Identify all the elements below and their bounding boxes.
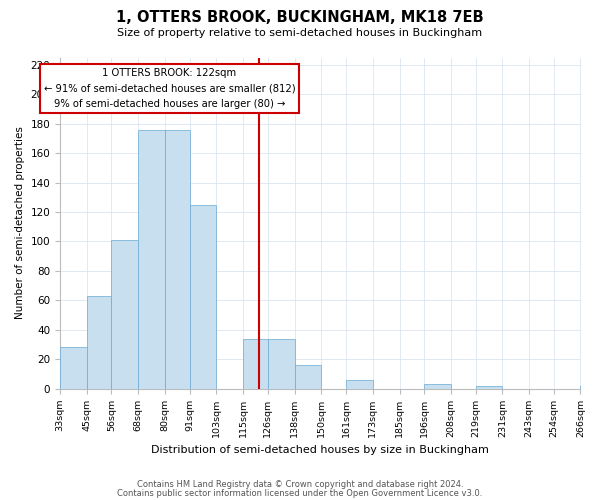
Text: Size of property relative to semi-detached houses in Buckingham: Size of property relative to semi-detach… [118,28,482,38]
Bar [476,386,502,388]
Bar [165,130,190,388]
Bar [112,240,138,388]
Bar [580,386,600,388]
Text: 1, OTTERS BROOK, BUCKINGHAM, MK18 7EB: 1, OTTERS BROOK, BUCKINGHAM, MK18 7EB [116,10,484,25]
Bar [268,338,295,388]
Bar [346,380,373,388]
Bar [243,338,268,388]
Text: 1 OTTERS BROOK: 122sqm
← 91% of semi-detached houses are smaller (812)
9% of sem: 1 OTTERS BROOK: 122sqm ← 91% of semi-det… [44,68,295,109]
X-axis label: Distribution of semi-detached houses by size in Buckingham: Distribution of semi-detached houses by … [151,445,489,455]
Bar [138,130,165,388]
Bar [424,384,451,388]
Bar [87,296,112,388]
Bar [190,204,217,388]
Bar [60,348,87,389]
Text: Contains HM Land Registry data © Crown copyright and database right 2024.: Contains HM Land Registry data © Crown c… [137,480,463,489]
Bar [295,365,322,388]
Y-axis label: Number of semi-detached properties: Number of semi-detached properties [15,126,25,320]
Text: Contains public sector information licensed under the Open Government Licence v3: Contains public sector information licen… [118,488,482,498]
